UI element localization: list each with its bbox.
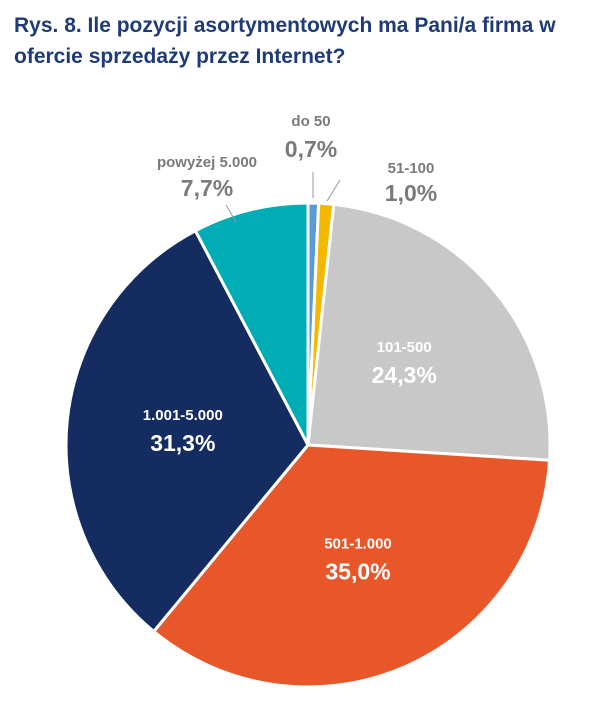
- slice-category-label: 1.001-5.000: [143, 407, 223, 424]
- slice-value-label: 0,7%: [285, 136, 337, 162]
- slice-category-label: 101-500: [377, 339, 432, 356]
- slice-value-label: 7,7%: [181, 175, 233, 201]
- leader-line: [326, 179, 341, 202]
- slice-category-label: powyżej 5.000: [157, 154, 257, 171]
- slice-category-label: do 50: [291, 113, 330, 130]
- pie-slice-101-500: [306, 202, 552, 462]
- chart-title: Rys. 8. Ile pozycji asortymentowych ma P…: [14, 14, 556, 68]
- slice-labels: do 50 0,7% 51-100 1,0% 101-500 24,3% 501-1.000…: [143, 113, 437, 585]
- pie-slices: [64, 201, 552, 689]
- slice-category-label: 51-100: [388, 160, 435, 177]
- pie-slice-501-1-000: [152, 443, 552, 689]
- slice-value-label: 1,0%: [385, 180, 437, 206]
- slice-value-label: 35,0%: [325, 559, 390, 585]
- pie-slice-powyzej-5-000: [193, 201, 310, 447]
- leader-lines: [225, 172, 341, 223]
- slice-value-label: 31,3%: [150, 430, 215, 456]
- slice-category-label: 501-1.000: [324, 536, 392, 553]
- slice-value-label: 24,3%: [372, 362, 437, 388]
- leader-line: [225, 204, 237, 223]
